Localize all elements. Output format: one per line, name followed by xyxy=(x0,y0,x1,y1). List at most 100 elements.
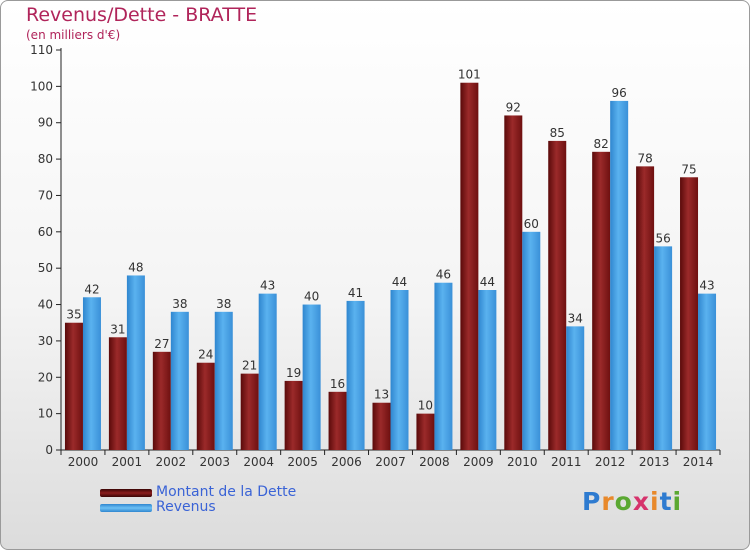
y-tick-label: 90 xyxy=(38,116,53,130)
bar-dette xyxy=(328,391,347,450)
data-label-dette: 19 xyxy=(286,366,301,380)
x-tick-label: 2004 xyxy=(243,455,274,469)
bar-revenus xyxy=(82,297,101,450)
data-label-revenus: 44 xyxy=(392,275,407,289)
data-label-dette: 16 xyxy=(330,377,345,391)
x-tick-label: 2010 xyxy=(507,455,538,469)
data-label-dette: 21 xyxy=(242,359,257,373)
y-tick-label: 20 xyxy=(38,370,53,384)
bar-revenus xyxy=(434,282,453,450)
x-tick-label: 2009 xyxy=(463,455,494,469)
bar-dette xyxy=(372,402,391,450)
data-label-revenus: 44 xyxy=(480,275,495,289)
bar-dette xyxy=(240,373,259,450)
legend-label-revenus: Revenus xyxy=(156,499,216,515)
data-label-dette: 75 xyxy=(681,162,696,176)
bar-dette xyxy=(504,115,523,451)
legend-swatch-dette xyxy=(100,489,152,497)
logo-letter: t xyxy=(659,487,673,516)
data-label-dette: 92 xyxy=(506,100,521,114)
data-label-dette: 82 xyxy=(594,137,609,151)
legend-label-dette: Montant de la Dette xyxy=(156,484,297,500)
bar-revenus xyxy=(478,290,497,450)
bar-dette xyxy=(196,362,215,450)
data-label-revenus: 43 xyxy=(699,279,714,293)
bar-dette xyxy=(460,82,479,451)
data-label-revenus: 38 xyxy=(216,297,231,311)
x-tick-label: 2014 xyxy=(683,455,714,469)
data-label-dette: 27 xyxy=(154,337,169,351)
y-tick-label: 70 xyxy=(38,188,53,202)
bar-revenus xyxy=(522,231,541,450)
bar-revenus xyxy=(302,304,321,450)
logo-letter: o xyxy=(614,487,633,516)
x-tick-label: 2008 xyxy=(419,455,450,469)
y-tick-label: 100 xyxy=(30,79,53,93)
y-tick-label: 50 xyxy=(38,261,53,275)
bar-revenus xyxy=(390,290,409,450)
data-label-revenus: 48 xyxy=(128,260,143,274)
logo-letter: P xyxy=(582,487,602,516)
data-label-revenus: 43 xyxy=(260,279,275,293)
bar-revenus xyxy=(170,311,189,450)
data-label-revenus: 42 xyxy=(84,282,99,296)
x-tick-label: 2003 xyxy=(199,455,230,469)
logo-letter: r xyxy=(601,487,615,516)
logo-letter: x xyxy=(632,487,650,516)
chart-subtitle: (en milliers d'€) xyxy=(26,28,121,42)
data-label-dette: 85 xyxy=(550,126,565,140)
x-tick-label: 2000 xyxy=(68,455,99,469)
data-label-revenus: 56 xyxy=(655,231,670,245)
data-label-dette: 10 xyxy=(418,399,433,413)
x-tick-label: 2002 xyxy=(156,455,187,469)
bar-revenus xyxy=(566,326,585,450)
data-label-revenus: 38 xyxy=(172,297,187,311)
data-label-dette: 101 xyxy=(458,68,481,82)
y-tick-label: 60 xyxy=(38,225,53,239)
data-label-revenus: 96 xyxy=(612,86,627,100)
x-tick-label: 2013 xyxy=(639,455,670,469)
data-label-revenus: 46 xyxy=(436,268,451,282)
data-label-dette: 78 xyxy=(637,151,652,165)
bar-dette xyxy=(592,151,611,450)
x-tick-label: 2007 xyxy=(375,455,406,469)
bar-revenus xyxy=(654,246,673,450)
bar-dette xyxy=(108,337,127,450)
data-label-dette: 31 xyxy=(110,322,125,336)
x-tick-label: 2011 xyxy=(551,455,582,469)
bar-revenus xyxy=(126,275,145,450)
x-tick-label: 2005 xyxy=(287,455,318,469)
bar-dette xyxy=(152,351,171,450)
bar-dette xyxy=(548,140,567,450)
bar-revenus xyxy=(698,293,717,450)
data-label-dette: 24 xyxy=(198,348,213,362)
data-label-dette: 35 xyxy=(66,308,81,322)
y-tick-label: 80 xyxy=(38,152,53,166)
y-tick-label: 10 xyxy=(38,407,53,421)
bar-dette xyxy=(636,166,655,450)
y-tick-label: 30 xyxy=(38,334,53,348)
bar-dette xyxy=(680,177,699,451)
legend-swatch-revenus xyxy=(100,504,152,512)
y-tick-label: 0 xyxy=(45,443,53,457)
x-tick-label: 2012 xyxy=(595,455,626,469)
data-label-revenus: 34 xyxy=(568,311,583,325)
chart-title: Revenus/Dette - BRATTE xyxy=(26,4,258,26)
bar-dette xyxy=(416,413,435,450)
proxiti-logo: Proxiti xyxy=(582,487,682,516)
data-label-dette: 13 xyxy=(374,388,389,402)
data-label-revenus: 60 xyxy=(524,217,539,231)
y-tick-label: 40 xyxy=(38,298,53,312)
x-tick-label: 2006 xyxy=(331,455,362,469)
logo-letter: i xyxy=(650,487,660,516)
bar-revenus xyxy=(214,311,233,450)
bar-revenus xyxy=(258,293,277,450)
data-label-revenus: 41 xyxy=(348,286,363,300)
x-tick-label: 2001 xyxy=(112,455,143,469)
bar-revenus xyxy=(610,100,629,450)
data-label-revenus: 40 xyxy=(304,290,319,304)
bar-dette xyxy=(284,380,303,450)
y-tick-label: 110 xyxy=(30,43,53,57)
bar-dette xyxy=(64,322,83,450)
